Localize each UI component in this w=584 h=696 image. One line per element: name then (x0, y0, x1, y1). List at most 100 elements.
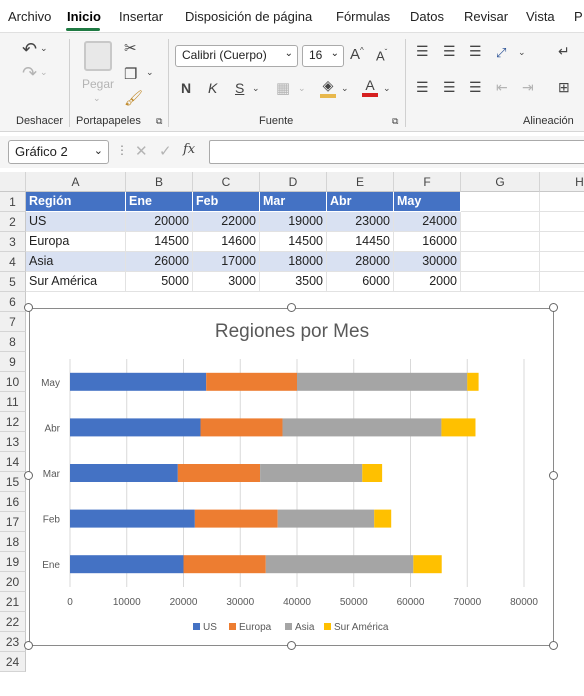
shrink-font-icon[interactable]: Aˇ (376, 48, 388, 64)
column-header-g[interactable]: G (461, 172, 540, 192)
row-header-10[interactable]: 10 (0, 372, 26, 392)
paste-icon[interactable] (84, 41, 112, 71)
row-header-19[interactable]: 19 (0, 552, 26, 572)
orientation-dropdown-icon[interactable]: ⌄ (518, 47, 526, 57)
decrease-indent-icon[interactable]: ⇤ (496, 79, 508, 95)
empty-cell[interactable] (540, 272, 584, 292)
empty-cell[interactable] (461, 232, 540, 252)
row-header-21[interactable]: 21 (0, 592, 26, 612)
table-cell[interactable]: 20000 (126, 212, 193, 232)
table-header-cell[interactable]: May (394, 192, 461, 212)
table-cell[interactable]: Asia (26, 252, 126, 272)
italic-button[interactable]: K (208, 80, 218, 96)
merge-cells-icon[interactable]: ⊞ (558, 79, 570, 95)
grow-font-icon[interactable]: A^ (350, 46, 364, 63)
row-header-16[interactable]: 16 (0, 492, 26, 512)
font-size-select[interactable]: 16 ⌄ (302, 45, 344, 67)
fill-color-dropdown-icon[interactable]: ⌄ (341, 83, 349, 93)
row-header-13[interactable]: 13 (0, 432, 26, 452)
increase-indent-icon[interactable]: ⇥ (522, 79, 534, 95)
table-cell[interactable]: US (26, 212, 126, 232)
column-header-a[interactable]: A (26, 172, 126, 192)
table-cell[interactable]: Europa (26, 232, 126, 252)
empty-cell[interactable] (540, 192, 584, 212)
resize-handle[interactable] (549, 303, 558, 312)
resize-handle[interactable] (287, 641, 296, 650)
column-header-c[interactable]: C (193, 172, 260, 192)
table-cell[interactable]: 3000 (193, 272, 260, 292)
resize-handle[interactable] (287, 303, 296, 312)
row-header-4[interactable]: 4 (0, 252, 26, 272)
table-cell[interactable]: 23000 (327, 212, 394, 232)
resize-handle[interactable] (24, 303, 33, 312)
copy-icon[interactable]: ❐ (124, 66, 138, 83)
table-cell[interactable]: 19000 (260, 212, 327, 232)
borders-dropdown-icon[interactable]: ⌄ (298, 83, 306, 93)
table-cell[interactable]: 18000 (260, 252, 327, 272)
row-header-11[interactable]: 11 (0, 392, 26, 412)
chart[interactable]: Regiones por Mes 0 10000 20000 30000 40000 500… (29, 308, 554, 646)
menu-insertar[interactable]: Insertar (119, 9, 164, 24)
orientation-icon[interactable]: ⤢ (496, 45, 507, 60)
menu-disposicion[interactable]: Disposición de página (185, 9, 313, 24)
table-cell[interactable]: 26000 (126, 252, 193, 272)
menu-revisar[interactable]: Revisar (464, 9, 509, 24)
name-box[interactable]: Gráfico 2 ⌄ (8, 140, 109, 164)
redo-dropdown-icon[interactable]: ⌄ (40, 67, 48, 77)
table-cell[interactable]: 17000 (193, 252, 260, 272)
format-painter-icon[interactable]: 🖌 (124, 90, 144, 107)
menu-vista[interactable]: Vista (526, 9, 555, 24)
table-cell[interactable]: 3500 (260, 272, 327, 292)
column-header-f[interactable]: F (394, 172, 461, 192)
resize-handle[interactable] (24, 471, 33, 480)
clipboard-launcher-icon[interactable]: ⧉ (156, 116, 163, 126)
enter-icon[interactable]: ✓ (159, 143, 172, 160)
empty-cell[interactable] (540, 232, 584, 252)
empty-cell[interactable] (461, 192, 540, 212)
paste-button[interactable]: Pegar (82, 77, 115, 91)
redo-icon[interactable]: ↷ (22, 63, 38, 83)
select-all-corner[interactable] (0, 172, 26, 192)
row-header-24[interactable]: 24 (0, 652, 26, 672)
wrap-text-icon[interactable]: ↵ (558, 43, 570, 59)
row-header-18[interactable]: 18 (0, 532, 26, 552)
row-header-22[interactable]: 22 (0, 612, 26, 632)
row-header-7[interactable]: 7 (0, 312, 26, 332)
underline-dropdown-icon[interactable]: ⌄ (252, 83, 260, 93)
menu-archivo[interactable]: Archivo (8, 9, 52, 24)
align-center-icon[interactable]: ☰ (443, 79, 456, 95)
column-header-b[interactable]: B (126, 172, 193, 192)
table-cell[interactable]: 30000 (394, 252, 461, 272)
table-header-cell[interactable]: Abr (327, 192, 394, 212)
table-header-cell[interactable]: Mar (260, 192, 327, 212)
undo-dropdown-icon[interactable]: ⌄ (40, 43, 48, 53)
row-header-3[interactable]: 3 (0, 232, 26, 252)
table-cell[interactable]: 24000 (394, 212, 461, 232)
font-color-icon[interactable]: A (362, 77, 378, 97)
row-header-8[interactable]: 8 (0, 332, 26, 352)
table-header-cell[interactable]: Ene (126, 192, 193, 212)
table-cell[interactable]: 14500 (126, 232, 193, 252)
row-header-6[interactable]: 6 (0, 292, 26, 312)
table-header-cell[interactable]: Feb (193, 192, 260, 212)
table-header-cell[interactable]: Región (26, 192, 126, 212)
font-color-dropdown-icon[interactable]: ⌄ (383, 83, 391, 93)
bold-button[interactable]: N (181, 80, 192, 96)
column-header-h[interactable]: H (540, 172, 584, 192)
table-cell[interactable]: 14450 (327, 232, 394, 252)
table-cell[interactable]: 14600 (193, 232, 260, 252)
align-middle-icon[interactable]: ☰ (443, 43, 456, 59)
menu-more[interactable]: P (574, 9, 583, 24)
empty-cell[interactable] (461, 272, 540, 292)
cancel-icon[interactable]: ✕ (135, 143, 148, 160)
align-bottom-icon[interactable]: ☰ (469, 43, 482, 59)
copy-dropdown-icon[interactable]: ⌄ (146, 67, 154, 77)
table-cell[interactable]: Sur América (26, 272, 126, 292)
underline-button[interactable]: S (235, 80, 245, 96)
row-header-23[interactable]: 23 (0, 632, 26, 652)
paste-dropdown-icon[interactable]: ⌄ (93, 93, 101, 103)
row-header-14[interactable]: 14 (0, 452, 26, 472)
menu-datos[interactable]: Datos (410, 9, 444, 24)
table-cell[interactable]: 22000 (193, 212, 260, 232)
resize-handle[interactable] (549, 471, 558, 480)
